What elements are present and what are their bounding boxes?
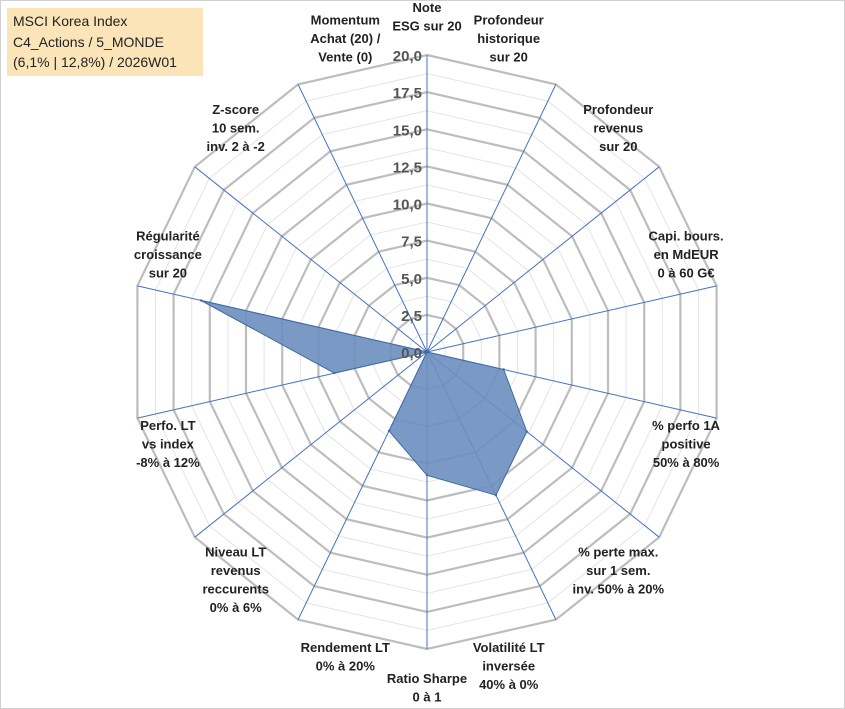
axis-label: Profondeur revenus sur 20	[583, 102, 653, 154]
axis-label-line: en MdEUR	[654, 247, 720, 262]
axis-label-line: ESG sur 20	[392, 19, 461, 34]
chart-title-line-3: (6,1% | 12,8%) / 2026W01	[13, 54, 177, 70]
axis-label-line: revenus	[593, 121, 643, 136]
axis-label-line: Note	[413, 0, 442, 15]
series-point	[387, 429, 391, 433]
axis-label-line: Niveau LT	[205, 544, 266, 559]
axis-label-line: Momentum	[311, 13, 380, 28]
axis-label: Momentum Achat (20) / Vente (0)	[310, 13, 380, 65]
axis-label-line: Achat (20) /	[310, 31, 380, 46]
axis-label-line: 0 à 60 G€	[658, 265, 715, 280]
series-point	[525, 430, 528, 433]
axis-label-line: 50% à 80%	[653, 455, 720, 470]
axis-label-line: sur 20	[149, 265, 187, 280]
axis-label-line: revenus	[211, 563, 261, 578]
axis-label: Profondeur historique sur 20	[474, 13, 544, 65]
chart-title-line-1: MSCI Korea Index	[13, 13, 128, 29]
axis-label-line: Perfo. LT	[140, 418, 195, 433]
chart-title-line-2: C4_Actions / 5_MONDE	[13, 33, 164, 50]
axis-label-line: sur 20	[599, 139, 637, 154]
axis-label-line: sur 1 sem.	[586, 563, 650, 578]
series-group	[199, 299, 528, 497]
tick-label: 15,0	[393, 122, 422, 139]
axis-label-line: positive	[662, 437, 711, 452]
axis-label: Z-score 10 sem. inv. 2 à -2	[207, 102, 265, 154]
axis-label-line: 10 sem.	[212, 121, 260, 136]
axis-labels: Note ESG sur 20 Profondeur historique sur 20…	[134, 0, 724, 705]
tick-label: 20,0	[393, 48, 422, 65]
axis-label-line: % perte max.	[578, 544, 658, 559]
axis-label-line: -8% à 12%	[136, 455, 200, 470]
axis-label-line: Z-score	[212, 102, 259, 117]
axis-spoke	[194, 351, 428, 538]
axis-label-line: Capi. bours.	[649, 228, 724, 243]
axis-label: Régularité croissance sur 20	[134, 228, 202, 280]
axis-label-line: inv. 50% à 20%	[573, 581, 665, 596]
axis-label: Ratio Sharpe 0 à 1	[387, 671, 467, 705]
tick-label: 5,0	[401, 271, 422, 288]
axis-spoke	[426, 84, 557, 353]
axis-label-line: Ratio Sharpe	[387, 671, 467, 686]
axis-label-line: Profondeur	[583, 102, 653, 117]
axis-label-line: inversée	[482, 658, 535, 673]
tick-label: 10,0	[393, 197, 422, 214]
axis-spoke	[426, 285, 717, 353]
axis-spoke	[297, 84, 428, 353]
axis-label: Perfo. LT vs index -8% à 12%	[136, 418, 200, 470]
axis-label-line: Régularité	[136, 228, 200, 243]
axis-spoke	[426, 166, 660, 353]
series-point	[425, 350, 429, 354]
axis-label-line: Vente (0)	[318, 50, 372, 65]
axis-spoke	[194, 166, 428, 353]
series-area	[200, 300, 528, 496]
axis-label-line: croissance	[134, 247, 202, 262]
axis-label: % perte max. sur 1 sem. inv. 50% à 20%	[573, 544, 665, 596]
axis-label-line: 0 à 1	[413, 690, 442, 705]
axis-label-line: Rendement LT	[301, 640, 390, 655]
axis-label-line: 0% à 6%	[210, 600, 262, 615]
tick-label: 2,5	[401, 308, 422, 325]
chart-title-box: MSCI Korea Index C4_Actions / 5_MONDE (6…	[7, 8, 203, 76]
axis-label-line: 0% à 20%	[316, 658, 376, 673]
tick-labels: 0,0 2,5 5,0 7,5 10,0 12,5 15,0 17,5 20,0	[393, 48, 422, 362]
axis-label: Volatilité LT inversée 40% à 0%	[473, 640, 545, 692]
series-point	[425, 474, 429, 477]
axis-label-line: 40% à 0%	[479, 677, 539, 692]
axis-label: Rendement LT 0% à 20%	[301, 640, 390, 674]
tick-label: 12,5	[393, 159, 422, 176]
axis-label: % perfo 1A positive 50% à 80%	[652, 418, 721, 470]
axis-label-line: reccurents	[202, 581, 268, 596]
series-point	[494, 494, 498, 497]
axis-label-line: Volatilité LT	[473, 640, 545, 655]
axis-label-line: historique	[477, 31, 540, 46]
axis-label: Note ESG sur 20	[392, 0, 461, 34]
axis-label-line: Profondeur	[474, 13, 544, 28]
tick-label: 7,5	[401, 234, 422, 251]
series-point	[199, 299, 203, 302]
tick-label: 17,5	[393, 85, 422, 102]
axis-label: Capi. bours. en MdEUR 0 à 60 G€	[649, 228, 724, 280]
axis-label-line: inv. 2 à -2	[207, 139, 265, 154]
axis-label-line: vs index	[142, 437, 195, 452]
axis-label-line: sur 20	[490, 50, 528, 65]
tick-label: 0,0	[401, 345, 422, 362]
axis-label: Niveau LT revenus reccurents 0% à 6%	[202, 544, 268, 615]
axis-label-line: % perfo 1A	[652, 418, 721, 433]
series-point	[502, 368, 505, 371]
series-point	[333, 371, 336, 375]
